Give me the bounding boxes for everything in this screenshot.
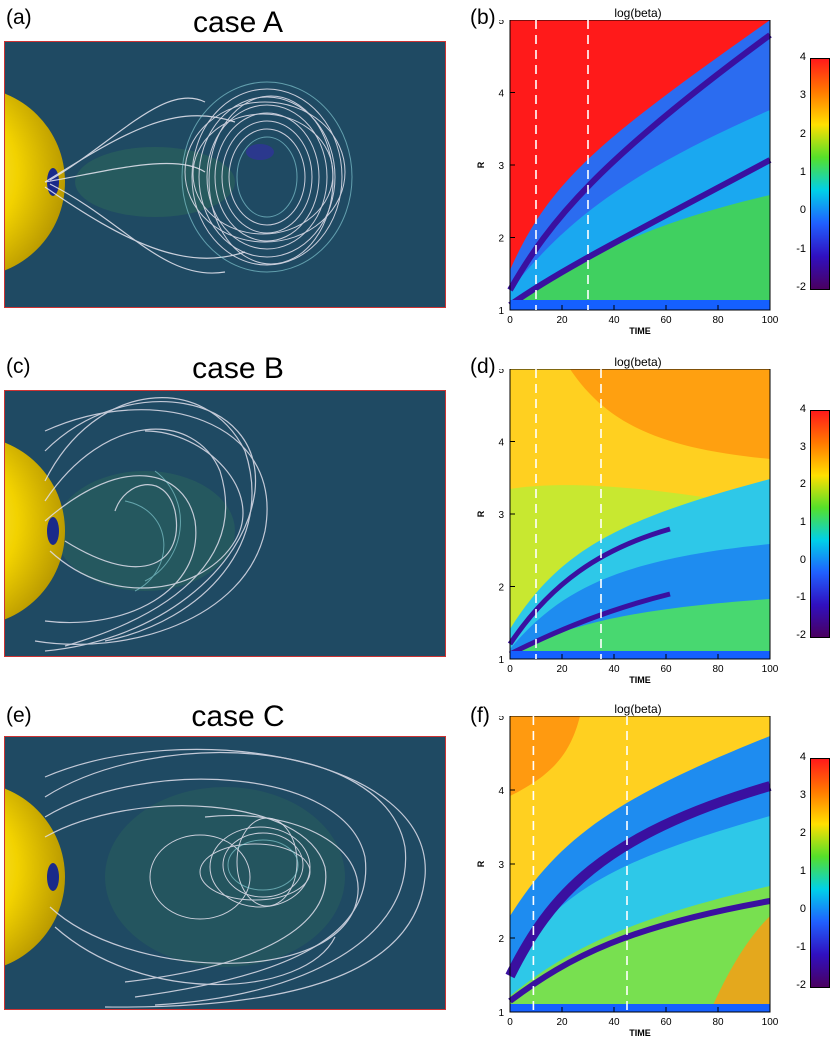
y-axis-label: R	[476, 161, 486, 168]
colorbar-tick-label: -1	[796, 591, 806, 604]
panel-label-f: (f)	[470, 704, 490, 727]
y-tick-label: 3	[498, 510, 504, 521]
panel-label-d: (d)	[470, 355, 496, 378]
y-tick-label: 4	[498, 438, 504, 449]
colorbar-tick-label: 1	[799, 865, 806, 877]
colorbar-tick-label: -1	[796, 242, 806, 255]
colorbar-tick-label: 3	[799, 789, 806, 801]
x-tick-label: 80	[712, 315, 724, 326]
colorbar-d	[810, 410, 830, 638]
panel-label-a: (a)	[6, 6, 32, 29]
colorbar-tick-label: 1	[799, 166, 806, 178]
y-tick-label: 5	[498, 20, 504, 27]
colorbar-tick-label: 2	[799, 127, 806, 140]
colorbar-tick-label: 2	[799, 827, 806, 839]
x-tick-label: 20	[556, 1017, 568, 1028]
colorbar-f-ticks: 4 3 2 1 0 -1 -2	[788, 751, 808, 991]
heatmap-b: 0 20 40 60 80 100 1 2 3 4 5 TIME R	[476, 20, 779, 336]
x-tick-label: 100	[762, 1017, 779, 1028]
colorbar-tick-label: -2	[796, 629, 806, 641]
x-tick-label: 60	[660, 664, 672, 675]
x-axis-label: TIME	[629, 326, 651, 336]
colorbar-b-ticks: 4 3 2 1 0 -1 -2	[788, 51, 808, 293]
panel-label-c: (c)	[6, 355, 31, 378]
colorbar-tick-label: 0	[799, 204, 806, 217]
y-axis-label: R	[476, 510, 486, 517]
x-tick-label: 60	[660, 1017, 672, 1028]
panel-label-e: (e)	[6, 704, 32, 727]
heatmap-f-field	[505, 716, 772, 1012]
x-axis-label: TIME	[629, 675, 651, 685]
heatmap-d: 0 20 40 60 80 100 1 2 3 4 5 TIME R	[476, 369, 779, 685]
heatmap-d-field	[507, 369, 770, 659]
x-tick-label: 40	[608, 315, 620, 326]
colorbar-tick-label: 4	[799, 51, 806, 63]
y-tick-label: 1	[498, 655, 504, 666]
y-tick-label: 1	[498, 1008, 504, 1019]
x-tick-label: 20	[556, 315, 568, 326]
y-tick-label: 2	[498, 583, 504, 594]
colorbar-tick-label: -1	[796, 941, 806, 953]
y-tick-label: 5	[498, 369, 504, 376]
x-axis-label: TIME	[629, 1028, 651, 1038]
colorbar-tick-label: 1	[799, 516, 806, 528]
colorbar-b	[810, 58, 830, 290]
y-tick-label: 3	[498, 860, 504, 871]
x-tick-label: 100	[762, 664, 779, 675]
colorbar-d-ticks: 4 3 2 1 0 -1 -2	[788, 403, 808, 641]
plot-f-title: log(beta)	[614, 702, 662, 716]
colorbar-tick-label: 3	[799, 440, 806, 453]
x-tick-label: 0	[507, 1017, 513, 1028]
case-b-title: case B	[192, 352, 284, 385]
colorbar-tick-label: -2	[796, 281, 806, 293]
y-tick-label: 5	[498, 716, 504, 723]
simulation-image-c	[4, 736, 446, 1010]
x-tick-label: 40	[608, 664, 620, 675]
panel-label-b: (b)	[470, 6, 496, 29]
y-tick-label: 4	[498, 89, 504, 100]
case-a-title: case A	[192, 6, 284, 39]
colorbar-tick-label: 0	[799, 903, 806, 915]
plot-d-title: log(beta)	[614, 355, 662, 369]
x-tick-label: 0	[507, 664, 513, 675]
x-tick-label: 40	[608, 1017, 620, 1028]
colorbar-tick-label: 0	[799, 553, 806, 566]
y-tick-label: 2	[498, 934, 504, 945]
x-tick-label: 60	[660, 315, 672, 326]
colorbar-tick-label: -2	[796, 979, 806, 991]
y-tick-label: 2	[498, 234, 504, 245]
simulation-image-a	[4, 41, 446, 308]
colorbar-tick-label: 4	[799, 751, 806, 763]
y-axis-label: R	[476, 860, 486, 867]
y-tick-label: 3	[498, 161, 504, 172]
plot-b-title: log(beta)	[614, 6, 662, 20]
colorbar-tick-label: 2	[799, 478, 806, 491]
colorbar-f	[810, 758, 830, 988]
x-tick-label: 80	[712, 1017, 724, 1028]
heatmap-f: 0 20 40 60 80 100 1 2 3 4 5 TIME R	[476, 716, 779, 1038]
x-tick-label: 0	[507, 315, 513, 326]
case-c-title: case C	[191, 700, 285, 733]
colorbar-tick-label: 3	[799, 89, 806, 102]
heatmap-b-field	[507, 20, 772, 310]
x-tick-label: 100	[762, 315, 779, 326]
colorbar-tick-label: 4	[799, 403, 806, 415]
x-tick-label: 80	[712, 664, 724, 675]
y-tick-label: 1	[498, 306, 504, 317]
simulation-image-b	[4, 390, 446, 657]
x-tick-label: 20	[556, 664, 568, 675]
y-tick-label: 4	[498, 786, 504, 797]
